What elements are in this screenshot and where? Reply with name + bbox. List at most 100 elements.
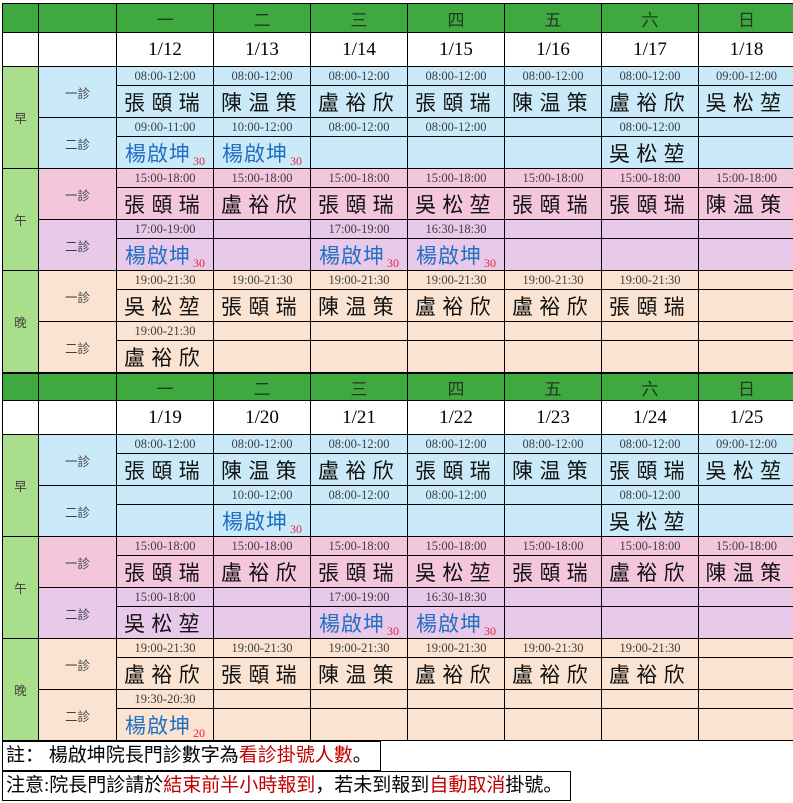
date-cell: 1/17 bbox=[601, 32, 699, 67]
section-label: 早 bbox=[2, 66, 39, 169]
day-header: 日 bbox=[698, 3, 793, 33]
slot-time: 16:30-18:30 bbox=[407, 587, 505, 607]
slot-doctor bbox=[310, 504, 408, 537]
patient-count-badge: 30 bbox=[290, 153, 302, 168]
slot-time: 08:00-12:00 bbox=[116, 66, 214, 86]
slot-doctor bbox=[504, 238, 602, 271]
slot-doctor bbox=[213, 340, 311, 373]
date-cell: 1/14 bbox=[310, 32, 408, 67]
slot-doctor-row: 盧裕欣 張頤瑞 陳温策 盧裕欣 盧裕欣 盧裕欣 bbox=[3, 657, 793, 690]
slot-doctor: 張頤瑞 bbox=[601, 453, 699, 486]
slot-doctor: 楊啟坤 20 bbox=[116, 708, 214, 741]
slot-time: 15:00-18:00 bbox=[310, 168, 408, 188]
doctor-name: 盧裕欣 bbox=[124, 345, 206, 370]
doctor-name: 吳松堃 bbox=[124, 294, 206, 319]
slot-time: 08:00-12:00 bbox=[601, 66, 699, 86]
slot-time-row: 二診 19:00-21:30 bbox=[3, 321, 793, 373]
slot-time: 19:00-21:30 bbox=[213, 270, 311, 290]
slot-doctor bbox=[698, 289, 793, 322]
slot-time bbox=[504, 321, 602, 341]
note-text-segment: ，若未到報到 bbox=[315, 775, 430, 796]
slot-time: 15:00-18:00 bbox=[601, 168, 699, 188]
slot-time bbox=[213, 689, 311, 709]
clinic-label: 一診 bbox=[38, 168, 117, 220]
slot-doctor bbox=[698, 504, 793, 537]
slot-time: 08:00-12:00 bbox=[310, 485, 408, 505]
clinic-label: 一診 bbox=[38, 434, 117, 486]
slot-doctor bbox=[213, 238, 311, 271]
slot-doctor bbox=[698, 606, 793, 639]
slot-time-row: 午一診 15:00-18:00 15:00-18:00 15:00-18:00 15:0… bbox=[2, 536, 793, 639]
header-corner-cell bbox=[38, 373, 117, 401]
note-text-segment: 注意:院長門診請於 bbox=[6, 775, 164, 796]
slot-time: 17:00-19:00 bbox=[310, 587, 408, 607]
date-cell: 1/23 bbox=[504, 400, 602, 435]
slot-time: 16:30-18:30 bbox=[407, 219, 505, 239]
slot-time bbox=[601, 689, 699, 709]
slot-doctor: 陳温策 bbox=[698, 555, 793, 588]
section-label: 晚 bbox=[2, 270, 39, 373]
day-header: 五 bbox=[504, 373, 602, 401]
patient-count-badge: 30 bbox=[290, 521, 302, 536]
slot-doctor bbox=[407, 504, 505, 537]
patient-count-badge: 20 bbox=[193, 725, 205, 740]
date-cell: 1/19 bbox=[116, 400, 214, 435]
clinic-label: 一診 bbox=[38, 66, 117, 118]
slot-doctor bbox=[698, 340, 793, 373]
slot-doctor: 盧裕欣 bbox=[504, 289, 602, 322]
slot-doctor: 楊啟坤 30 bbox=[213, 136, 311, 169]
slot-time: 19:00-21:30 bbox=[310, 638, 408, 658]
slot-doctor bbox=[698, 238, 793, 271]
doctor-name: 吳松堃 bbox=[705, 458, 788, 483]
header-corner-cell bbox=[2, 373, 39, 401]
doctor-name: 楊啟坤 bbox=[125, 713, 191, 738]
clinic-label: 二診 bbox=[38, 485, 117, 537]
date-cell: 1/12 bbox=[116, 32, 214, 67]
patient-count-badge: 30 bbox=[484, 255, 496, 270]
patient-count-badge: 30 bbox=[387, 623, 399, 638]
date-cell: 1/15 bbox=[407, 32, 505, 67]
slot-time: 15:00-18:00 bbox=[310, 536, 408, 556]
doctor-name: 張頤瑞 bbox=[609, 294, 691, 319]
date-cell: 1/16 bbox=[504, 32, 602, 67]
slot-time: 15:00-18:00 bbox=[213, 536, 311, 556]
clinic-label: 一診 bbox=[38, 270, 117, 322]
slot-time: 08:00-12:00 bbox=[601, 485, 699, 505]
doctor-name: 張頤瑞 bbox=[415, 90, 497, 115]
slot-doctor bbox=[601, 606, 699, 639]
slot-time bbox=[407, 321, 505, 341]
day-header: 四 bbox=[407, 373, 505, 401]
slot-doctor: 張頤瑞 bbox=[116, 555, 214, 588]
doctor-name: 楊啟坤 bbox=[319, 243, 385, 268]
doctor-name: 楊啟坤 bbox=[319, 611, 385, 636]
patient-count-badge: 30 bbox=[387, 255, 399, 270]
doctor-name: 張頤瑞 bbox=[318, 192, 400, 217]
slot-time: 08:00-12:00 bbox=[504, 434, 602, 454]
slot-doctor bbox=[310, 136, 408, 169]
day-header: 二 bbox=[213, 3, 311, 33]
doctor-name: 吳松堃 bbox=[415, 560, 497, 585]
date-cell: 1/13 bbox=[213, 32, 311, 67]
slot-time: 08:00-12:00 bbox=[213, 434, 311, 454]
slot-doctor bbox=[310, 708, 408, 741]
doctor-name: 吳松堃 bbox=[705, 90, 788, 115]
day-header: 三 bbox=[310, 373, 408, 401]
slot-time: 19:00-21:30 bbox=[116, 270, 214, 290]
doctor-name: 張頤瑞 bbox=[512, 192, 594, 217]
doctor-name: 張頤瑞 bbox=[318, 560, 400, 585]
doctor-name: 楊啟坤 bbox=[222, 141, 288, 166]
slot-doctor bbox=[698, 657, 793, 690]
slot-time: 08:00-12:00 bbox=[310, 434, 408, 454]
slot-doctor: 吳松堃 bbox=[116, 289, 214, 322]
slot-doctor: 盧裕欣 bbox=[116, 340, 214, 373]
doctor-name: 盧裕欣 bbox=[221, 192, 303, 217]
slot-time: 08:00-12:00 bbox=[310, 66, 408, 86]
slot-time: 19:00-21:30 bbox=[116, 321, 214, 341]
schedule-tables: 一二三四五六日 1/12 1/13 1/14 1/15 1/16 1/17 1/18 早一診 08… bbox=[2, 3, 793, 741]
doctor-name: 張頤瑞 bbox=[221, 294, 303, 319]
slot-time: 08:00-12:00 bbox=[601, 434, 699, 454]
doctor-name: 盧裕欣 bbox=[415, 294, 497, 319]
slot-doctor: 盧裕欣 bbox=[116, 657, 214, 690]
slot-time: 08:00-12:00 bbox=[407, 434, 505, 454]
section-label: 晚 bbox=[2, 638, 39, 741]
